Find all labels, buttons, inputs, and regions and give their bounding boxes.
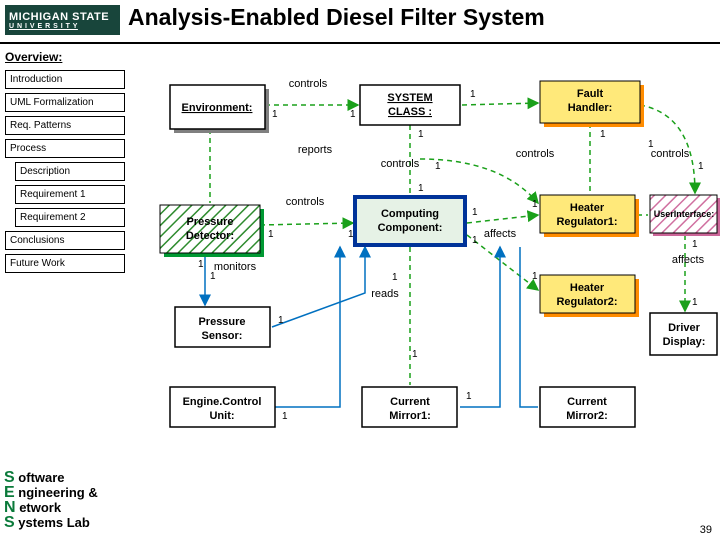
edge-controls4: controls: [651, 148, 690, 160]
edge-controls5: controls: [286, 196, 325, 208]
node-environment: Environment:: [170, 85, 269, 133]
svg-text:Display:: Display:: [663, 336, 706, 348]
edge-reports: reports: [298, 144, 333, 156]
edge-affects2: affects: [672, 254, 705, 266]
edge-controls2: controls: [381, 158, 420, 170]
node-user-interface: UserInterface:: [650, 195, 720, 236]
uml-diagram: Environment: SYSTEM CLASS : Fault Handle…: [140, 75, 720, 495]
sidebar-item-desc[interactable]: Description: [15, 162, 125, 181]
sens-w4: ystems Lab: [18, 515, 90, 530]
svg-text:UserInterface:: UserInterface:: [654, 209, 715, 219]
svg-text:1: 1: [350, 109, 356, 120]
node-heater-reg1: Heater Regulator1:: [540, 195, 639, 237]
sens-w2: ngineering &: [18, 485, 97, 500]
svg-text:1: 1: [698, 161, 704, 172]
svg-text:Mirror1:: Mirror1:: [389, 410, 431, 422]
node-pressure-detector: Pressure Detector:: [160, 205, 264, 257]
svg-text:1: 1: [418, 183, 424, 194]
multiplicities: 11 11 1 11 11 11 11 11 11 11 1 1 1 1 1: [198, 89, 704, 422]
svg-text:1: 1: [648, 139, 654, 150]
svg-text:1: 1: [470, 89, 476, 100]
svg-text:Engine.Control: Engine.Control: [183, 396, 262, 408]
svg-text:1: 1: [692, 297, 698, 308]
svg-text:Mirror2:: Mirror2:: [566, 410, 608, 422]
svg-text:1: 1: [392, 272, 398, 283]
svg-text:1: 1: [272, 109, 278, 120]
svg-text:Heater: Heater: [570, 202, 605, 214]
edge-affects: affects: [484, 228, 517, 240]
svg-text:Unit:: Unit:: [209, 410, 234, 422]
node-fault-handler: Fault Handler:: [540, 81, 644, 127]
svg-text:1: 1: [268, 229, 274, 240]
svg-text:1: 1: [466, 391, 472, 402]
svg-text:Driver: Driver: [668, 322, 701, 334]
sens-s2: S: [4, 514, 15, 531]
page-title: Analysis-Enabled Diesel Filter System: [128, 4, 545, 31]
edge-monitors: monitors: [214, 261, 257, 273]
svg-text:Pressure: Pressure: [198, 316, 245, 328]
sens-w1: oftware: [18, 470, 64, 485]
svg-text:CLASS :: CLASS :: [388, 106, 432, 118]
svg-text:Regulator2:: Regulator2:: [556, 296, 617, 308]
svg-text:SYSTEM: SYSTEM: [387, 92, 432, 104]
svg-text:1: 1: [418, 129, 424, 140]
svg-text:Environment:: Environment:: [182, 102, 253, 114]
svg-text:1: 1: [412, 349, 418, 360]
sidebar-item-uml[interactable]: UML Formalization: [5, 93, 125, 112]
sidebar-item-process[interactable]: Process: [5, 139, 125, 158]
logo-line2: U N I V E R S I T Y: [9, 23, 120, 30]
title-rule: [0, 42, 720, 44]
svg-text:Current: Current: [390, 396, 430, 408]
svg-text:1: 1: [532, 199, 538, 210]
svg-text:Sensor:: Sensor:: [202, 330, 243, 342]
svg-text:Detector:: Detector:: [186, 230, 234, 242]
svg-text:Regulator1:: Regulator1:: [556, 216, 617, 228]
svg-text:Computing: Computing: [381, 208, 439, 220]
sidebar-item-future[interactable]: Future Work: [5, 254, 125, 273]
svg-text:1: 1: [472, 235, 478, 246]
svg-text:Pressure: Pressure: [186, 216, 233, 228]
node-current-mirror2: Current Mirror2:: [540, 387, 635, 427]
node-pressure-sensor: Pressure Sensor:: [175, 307, 270, 347]
svg-text:1: 1: [198, 259, 204, 270]
svg-text:1: 1: [348, 229, 354, 240]
node-current-mirror1: Current Mirror1:: [362, 387, 457, 427]
sens-w3: etwork: [19, 500, 61, 515]
sidebar-item-req2[interactable]: Requirement 2: [15, 208, 125, 227]
svg-text:Handler:: Handler:: [568, 102, 613, 114]
svg-text:Fault: Fault: [577, 88, 604, 100]
node-system: SYSTEM CLASS :: [360, 85, 460, 125]
edge-controls1: controls: [289, 78, 328, 90]
sidebar-item-intro[interactable]: Introduction: [5, 70, 125, 89]
svg-text:1: 1: [435, 161, 441, 172]
sidebar-item-req1[interactable]: Requirement 1: [15, 185, 125, 204]
sens-lab: S oftware E ngineering & N etwork S yste…: [4, 470, 98, 530]
node-driver-display: Driver Display:: [650, 313, 717, 355]
svg-text:1: 1: [210, 271, 216, 282]
msu-logo: MICHIGAN STATE U N I V E R S I T Y: [5, 5, 120, 35]
edge-controls3: controls: [516, 148, 555, 160]
svg-text:1: 1: [692, 239, 698, 250]
sidebar: Introduction UML Formalization Req. Patt…: [5, 70, 125, 277]
node-heater-reg2: Heater Regulator2:: [540, 275, 639, 317]
edge-reads: reads: [371, 288, 399, 300]
overview-label: Overview:: [5, 50, 62, 64]
node-ecu: Engine.Control Unit:: [170, 387, 275, 427]
svg-text:1: 1: [472, 207, 478, 218]
sidebar-item-conc[interactable]: Conclusions: [5, 231, 125, 250]
svg-text:1: 1: [282, 411, 288, 422]
svg-text:Current: Current: [567, 396, 607, 408]
sidebar-item-req[interactable]: Req. Patterns: [5, 116, 125, 135]
svg-text:1: 1: [600, 129, 606, 140]
svg-text:Heater: Heater: [570, 282, 605, 294]
node-computing-component: Computing Component:: [355, 197, 465, 245]
slide-number: 39: [700, 524, 712, 536]
logo-line1: MICHIGAN STATE: [9, 11, 120, 23]
svg-text:1: 1: [278, 315, 284, 326]
svg-text:1: 1: [532, 271, 538, 282]
svg-text:Component:: Component:: [378, 222, 443, 234]
